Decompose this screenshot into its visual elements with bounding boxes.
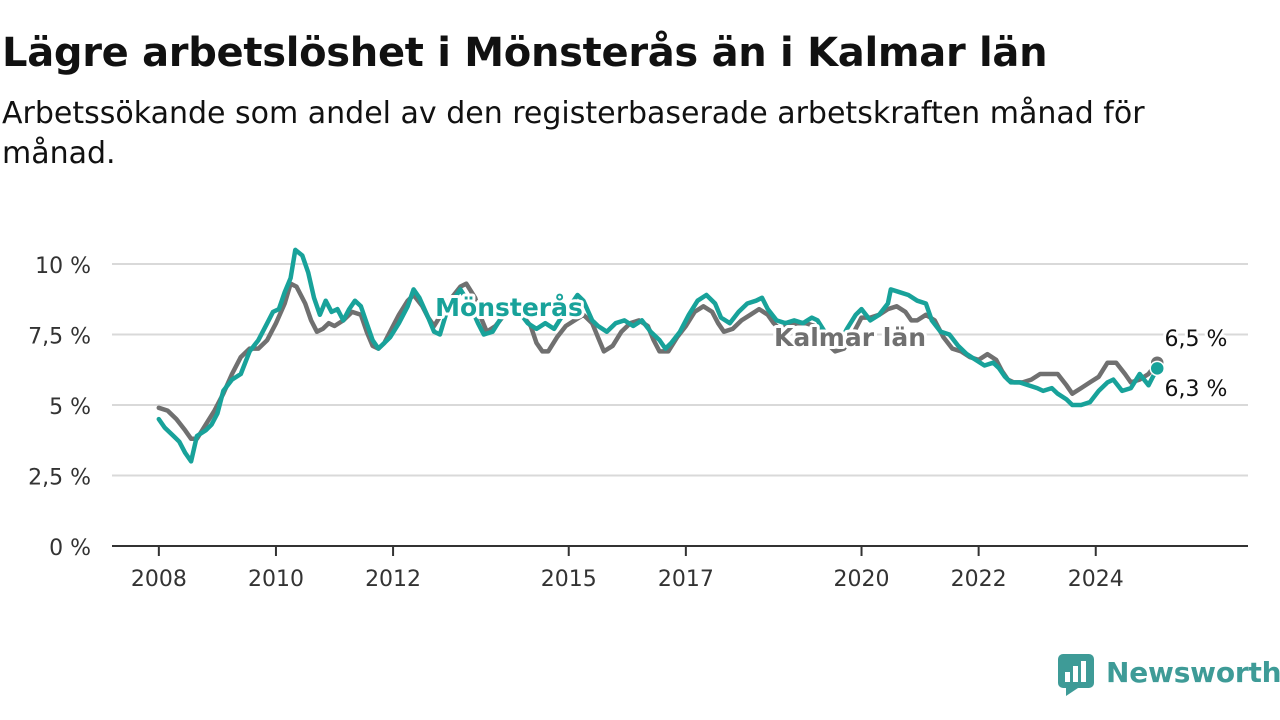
x-tick-label: 2020	[834, 567, 890, 592]
y-tick-label: 5 %	[49, 395, 91, 420]
x-tick-label: 2012	[365, 567, 421, 592]
end-value-label-monsteras-halo: 6,3 %	[1165, 377, 1228, 402]
series-label-monsteras-halo: Mönsterås	[435, 293, 583, 322]
end-point-monsteras	[1149, 360, 1165, 377]
newsworthy-logo-icon	[1058, 654, 1094, 696]
y-tick-label: 2,5 %	[28, 466, 91, 491]
series-label-kalmar: Kalmar län	[774, 323, 926, 352]
chart-title: Lägre arbetslöshet i Mönsterås än i Kalm…	[2, 30, 1048, 76]
axes: 0 % 2,5 % 5 % 7,5 % 10 % 2008 2010 2012 2015 2017…	[28, 254, 1248, 592]
x-tick-label: 2022	[951, 567, 1007, 592]
end-value-label-kalmar: 6,5 %	[1165, 327, 1228, 352]
y-tick-label: 10 %	[35, 254, 91, 279]
series-label-monsteras: Mönsterås	[435, 293, 583, 322]
end-value-label-kalmar-group: 6,5 %6,5 %	[1162, 324, 1231, 355]
series-label-kalmar-halo: Kalmar län	[774, 323, 926, 352]
brand-name: Newsworthy	[1106, 656, 1280, 689]
y-tick-label: 7,5 %	[28, 325, 91, 350]
brand: Newsworthy	[1058, 654, 1280, 698]
series-line-monsteras	[156, 247, 1160, 464]
series-line-kalmar	[156, 281, 1160, 442]
end-value-label-kalmar-halo: 6,5 %	[1165, 327, 1228, 352]
x-tick-label: 2008	[131, 567, 187, 592]
data-series	[156, 247, 1165, 464]
chart-subtitle: Arbetssökande som andel av den registerb…	[2, 96, 1145, 171]
end-value-label-monsteras-group: 6,3 %6,3 %	[1162, 374, 1231, 405]
end-value-label-monsteras: 6,3 %	[1165, 377, 1228, 402]
x-tick-label: 2024	[1068, 567, 1124, 592]
x-tick-label: 2015	[541, 567, 597, 592]
y-tick-label: 0 %	[49, 536, 91, 561]
x-tick-label: 2017	[658, 567, 714, 592]
x-tick-label: 2010	[248, 567, 304, 592]
